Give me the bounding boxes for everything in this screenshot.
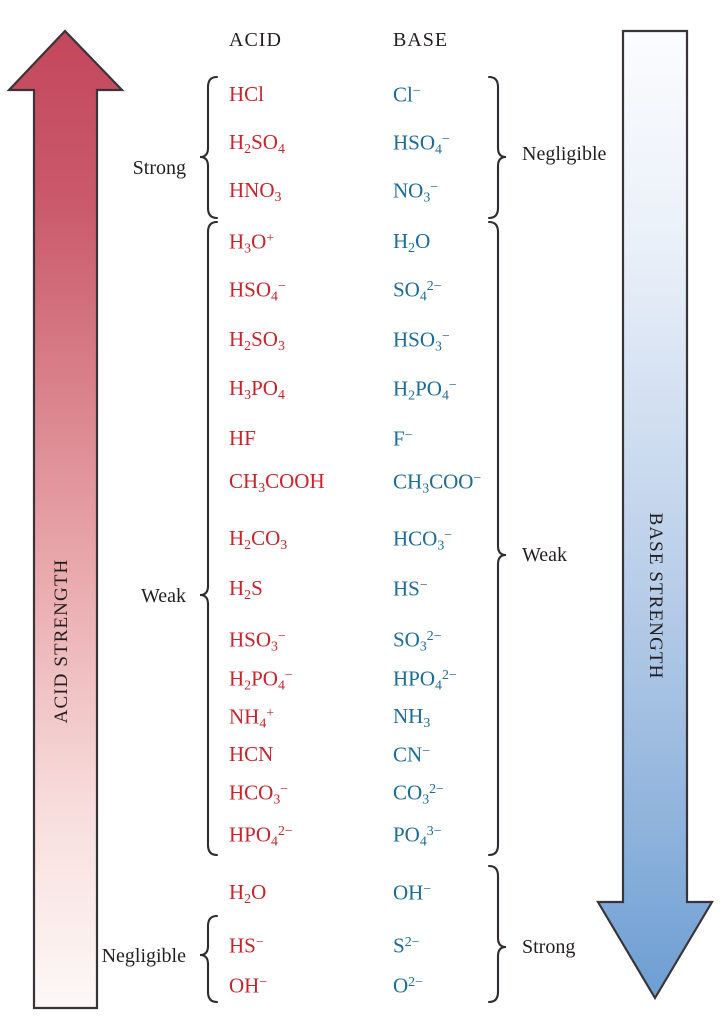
base-species: HS− [393, 576, 428, 601]
acid-species: HF [229, 426, 256, 450]
base-species: NO3− [393, 178, 439, 205]
acid-species: HCN [229, 742, 274, 766]
base-species: Cl− [393, 82, 421, 107]
acid-species: H2PO4− [229, 666, 293, 693]
brace-acid-weak [199, 220, 219, 857]
acid-species: HSO4− [229, 277, 286, 304]
base-species: HSO3− [393, 327, 450, 354]
brace-acid-strong [199, 75, 219, 220]
group-label-base-strong: Strong [522, 936, 576, 958]
acid-species: HSO3− [229, 627, 286, 654]
acid-species: HCl [229, 82, 265, 106]
brace-base-weak [487, 220, 507, 857]
acid-species: HS− [229, 933, 264, 958]
acid-species: H2SO3 [229, 327, 285, 353]
acid-species: H2SO4 [229, 130, 285, 156]
base-species: SO42− [393, 277, 442, 304]
base-species: PO43− [393, 822, 442, 849]
acid-species: HNO3 [229, 178, 282, 204]
base-species: CN− [393, 742, 431, 767]
group-label-base-weak: Weak [522, 544, 568, 566]
acid-species: HCO3− [229, 780, 289, 807]
brace-base-strong [487, 864, 507, 1004]
base-species: OH− [393, 880, 432, 905]
acid-species: H2O [229, 880, 267, 906]
group-label-acid-weak: Weak [140, 585, 186, 607]
acid-species: H2S [229, 576, 263, 602]
group-label-base-negligible: Negligible [522, 143, 607, 165]
base-species: SO32− [393, 627, 442, 654]
group-label-acid-negligible: Negligible [101, 945, 186, 967]
acid-species: HPO42− [229, 822, 293, 849]
brace-base-negligible [487, 75, 507, 220]
base-species: HCO3− [393, 526, 453, 553]
acid-species: H3O+ [229, 229, 275, 256]
acid-species: OH− [229, 973, 268, 998]
acid-species: H2CO3 [229, 526, 288, 552]
acid-species: CH3COOH [229, 469, 325, 495]
base-species: H2O [393, 229, 431, 255]
brace-acid-negligible [199, 914, 219, 1004]
base-species: HSO4− [393, 130, 450, 157]
base-species: NH3 [393, 704, 431, 730]
base-strength-arrow-label: BASE STRENGTH [645, 512, 666, 680]
base-species: HPO42− [393, 666, 457, 693]
acid-column-header: ACID [229, 29, 282, 51]
base-species: S2− [393, 933, 420, 958]
acid-strength-arrow-label: ACID STRENGTH [51, 558, 72, 724]
group-label-acid-strong: Strong [132, 157, 186, 179]
base-species: O2− [393, 973, 423, 998]
acid-species: NH4+ [229, 704, 275, 731]
base-column-header: BASE [393, 29, 449, 51]
base-species: F− [393, 426, 413, 451]
acid-species: H3PO4 [229, 376, 285, 402]
base-species: CH3COO− [393, 469, 482, 496]
base-species: CO32− [393, 780, 444, 807]
base-species: H2PO4− [393, 376, 457, 403]
